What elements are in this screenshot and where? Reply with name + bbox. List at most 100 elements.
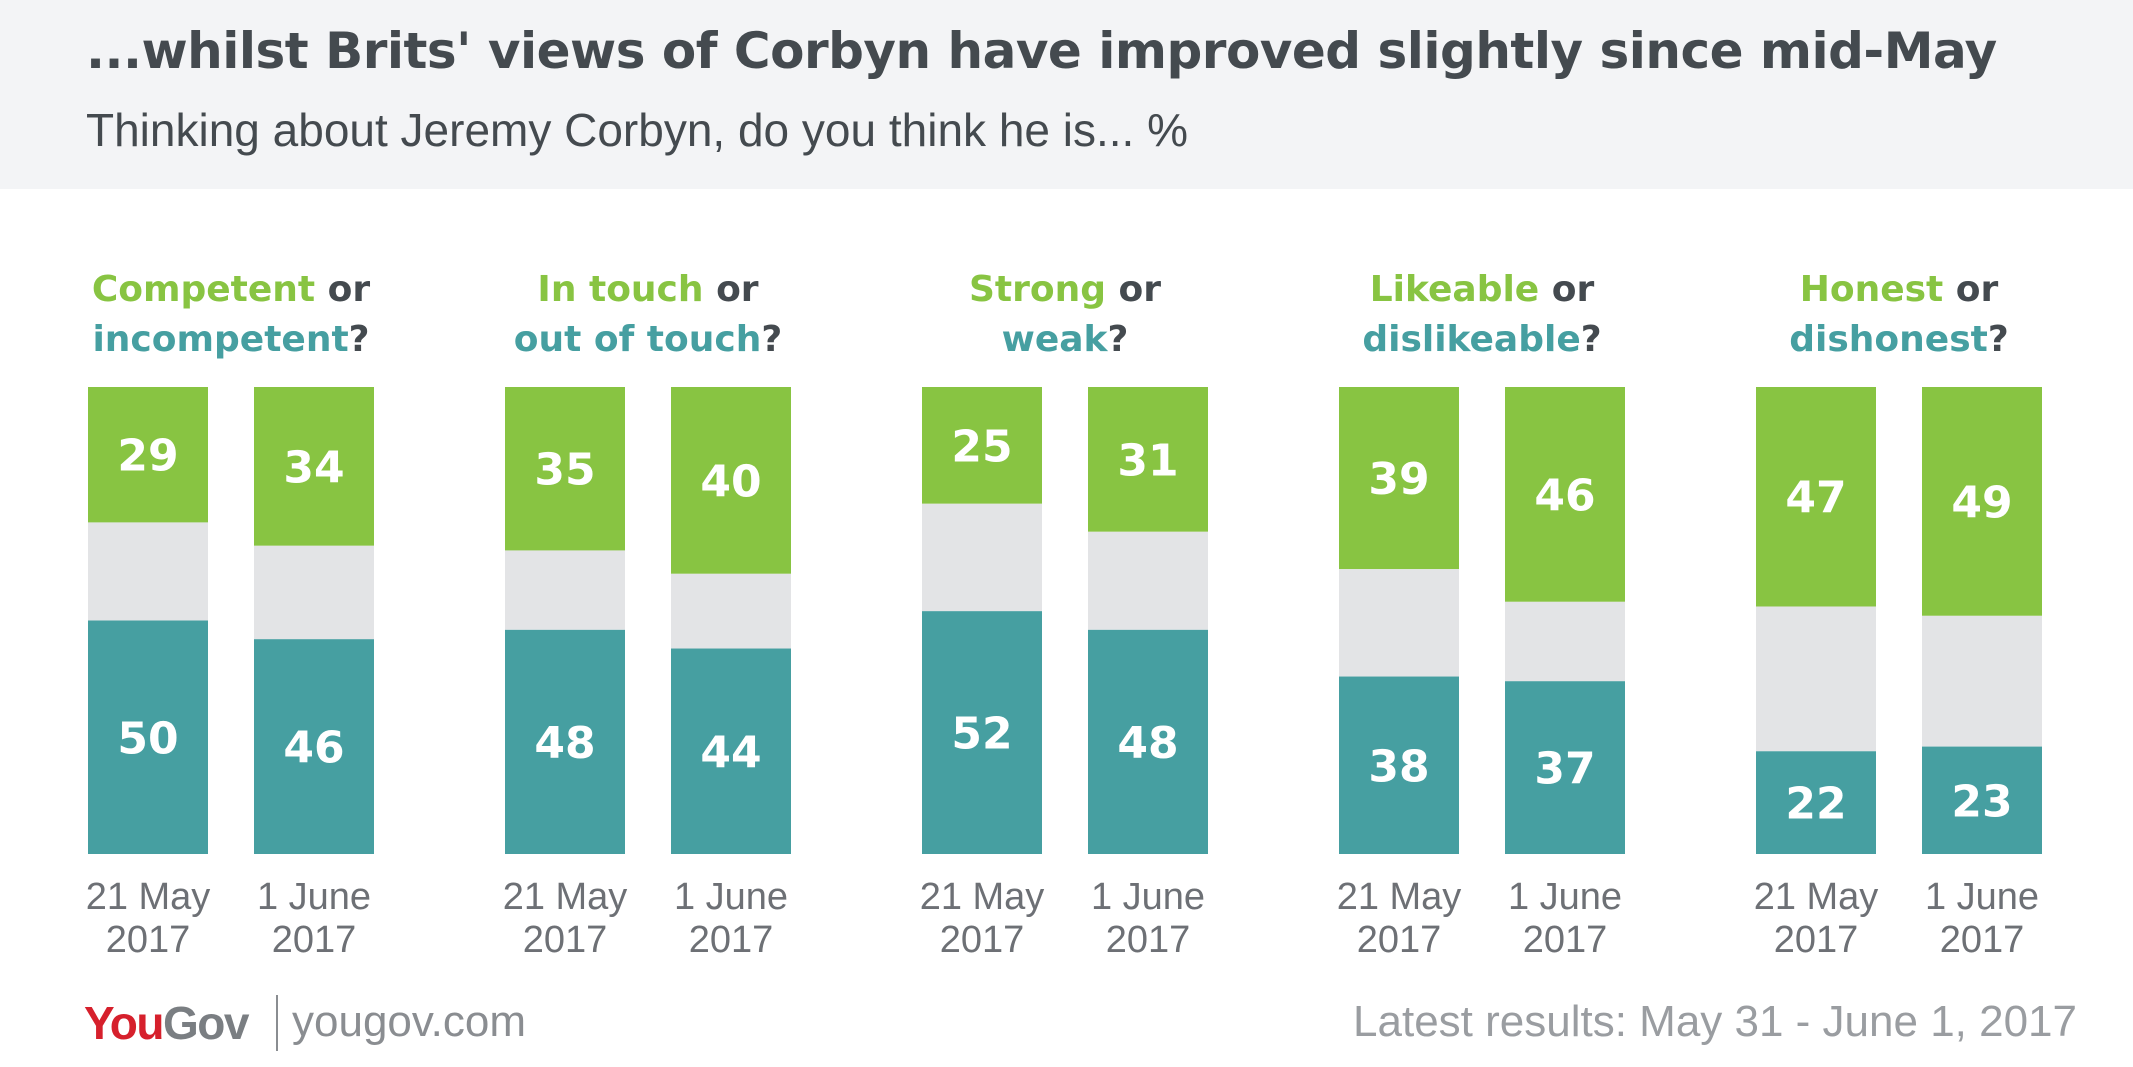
negative-trait-label: dislikeable <box>1362 319 1580 360</box>
positive-trait-label: In touch <box>537 269 703 310</box>
connector-label: or <box>1106 269 1161 310</box>
data-label-negative: 48 <box>1117 718 1178 769</box>
x-tick-label-year: 2017 <box>940 919 1025 961</box>
bar-segment-positive <box>505 387 625 551</box>
bar-segment-positive <box>1088 387 1208 532</box>
question-mark: ? <box>1988 319 2009 360</box>
x-tick-label-year: 2017 <box>1774 919 1859 961</box>
logo-gov-text: Gov <box>162 997 249 1049</box>
connector-label: or <box>1539 269 1594 310</box>
x-tick-label-year: 2017 <box>1940 919 2025 961</box>
x-tick-label-year: 2017 <box>1106 919 1191 961</box>
data-label-negative: 22 <box>1785 779 1846 830</box>
data-label-positive: 25 <box>951 421 1012 472</box>
bar-segment-positive <box>1339 387 1459 570</box>
bar-segment-neutral <box>671 573 791 649</box>
x-tick-label-year: 2017 <box>106 919 191 961</box>
data-label-positive: 49 <box>1951 477 2012 528</box>
question-label-line-2: out of touch? <box>514 319 782 360</box>
question-mark: ? <box>349 319 370 360</box>
x-tick-label-year: 2017 <box>1523 919 1608 961</box>
bar-segment-positive <box>671 387 791 574</box>
footer-url[interactable]: yougov.com <box>292 997 526 1046</box>
bar-segment-neutral <box>1922 615 2042 747</box>
data-label-negative: 37 <box>1534 744 1595 795</box>
bar-segment-negative <box>671 648 791 854</box>
bar-segment-negative <box>922 611 1042 854</box>
question-label-line-1: Likeable or <box>1370 269 1595 310</box>
question-mark: ? <box>761 319 782 360</box>
negative-trait-label: dishonest <box>1789 319 1988 360</box>
data-label-negative: 46 <box>283 723 344 774</box>
bar-segment-positive <box>88 387 208 523</box>
connector-label: or <box>315 269 370 310</box>
question-label-line-1: Competent or <box>92 269 371 310</box>
header-banner: ...whilst Brits' views of Corbyn have im… <box>0 0 2133 189</box>
bar-segment-negative <box>1088 629 1208 854</box>
x-tick-label-date: 21 May <box>86 876 211 918</box>
yougov-logo[interactable]: YouGov <box>84 996 249 1050</box>
x-tick-label-date: 21 May <box>1337 876 1462 918</box>
positive-trait-label: Honest <box>1800 269 1944 310</box>
bar-segment-negative <box>1339 676 1459 854</box>
question-label-line-2: dislikeable? <box>1362 319 1601 360</box>
question-label-line-1: Honest or <box>1800 269 1999 310</box>
x-tick-label-year: 2017 <box>272 919 357 961</box>
footer-divider <box>276 995 278 1051</box>
question-label-line-1: In touch or <box>537 269 758 310</box>
data-label-negative: 48 <box>534 718 595 769</box>
connector-label: or <box>704 269 759 310</box>
data-label-positive: 47 <box>1785 473 1846 524</box>
connector-label: or <box>1943 269 1998 310</box>
bar-segment-neutral <box>1339 569 1459 677</box>
data-label-positive: 35 <box>534 445 595 496</box>
bar-segment-neutral <box>922 503 1042 612</box>
bar-segment-neutral <box>1505 601 1625 682</box>
x-tick-label-date: 1 June <box>1925 876 2039 918</box>
footer-latest-results: Latest results: May 31 - June 1, 2017 <box>1353 997 2077 1046</box>
x-tick-label-year: 2017 <box>689 919 774 961</box>
question-label-line-1: Strong or <box>969 269 1161 310</box>
bar-segment-negative <box>1756 751 1876 854</box>
chart-subtitle: Thinking about Jeremy Corbyn, do you thi… <box>86 104 1189 156</box>
x-tick-label-date: 21 May <box>503 876 628 918</box>
x-tick-label-year: 2017 <box>1357 919 1442 961</box>
x-tick-label-date: 21 May <box>920 876 1045 918</box>
positive-trait-label: Strong <box>969 269 1106 310</box>
bar-segment-positive <box>1756 387 1876 607</box>
chart-title: ...whilst Brits' views of Corbyn have im… <box>86 22 1997 80</box>
bar-segment-positive <box>922 387 1042 504</box>
bar-segment-neutral <box>1088 531 1208 630</box>
question-mark: ? <box>1108 319 1129 360</box>
data-label-negative: 44 <box>700 727 761 778</box>
question-mark: ? <box>1581 319 1602 360</box>
data-label-negative: 52 <box>951 709 1012 760</box>
bar-segment-neutral <box>88 522 208 621</box>
bar-segment-negative <box>254 639 374 854</box>
bar-segment-negative <box>505 629 625 854</box>
data-label-positive: 34 <box>283 442 344 493</box>
negative-trait-label: weak <box>1002 319 1109 360</box>
bar-segment-neutral <box>505 550 625 630</box>
data-label-positive: 46 <box>1534 470 1595 521</box>
bar-segment-positive <box>1505 387 1625 602</box>
bar-segment-positive <box>1922 387 2042 616</box>
x-tick-label-date: 1 June <box>1508 876 1622 918</box>
data-label-negative: 23 <box>1951 776 2012 827</box>
bar-segment-neutral <box>1756 606 1876 752</box>
bar-segment-negative <box>1505 681 1625 854</box>
data-label-positive: 31 <box>1117 435 1178 486</box>
x-tick-label-date: 1 June <box>674 876 788 918</box>
x-tick-label-date: 1 June <box>257 876 371 918</box>
question-label-line-2: incompetent? <box>92 319 369 360</box>
data-label-positive: 40 <box>700 456 761 507</box>
data-label-positive: 29 <box>117 431 178 482</box>
logo-you-text: You <box>84 997 164 1049</box>
bar-segment-neutral <box>254 545 374 640</box>
x-tick-label-date: 21 May <box>1754 876 1879 918</box>
positive-trait-label: Likeable <box>1370 269 1540 310</box>
bar-segment-negative <box>88 620 208 854</box>
data-label-negative: 50 <box>117 713 178 764</box>
negative-trait-label: out of touch <box>514 319 762 360</box>
